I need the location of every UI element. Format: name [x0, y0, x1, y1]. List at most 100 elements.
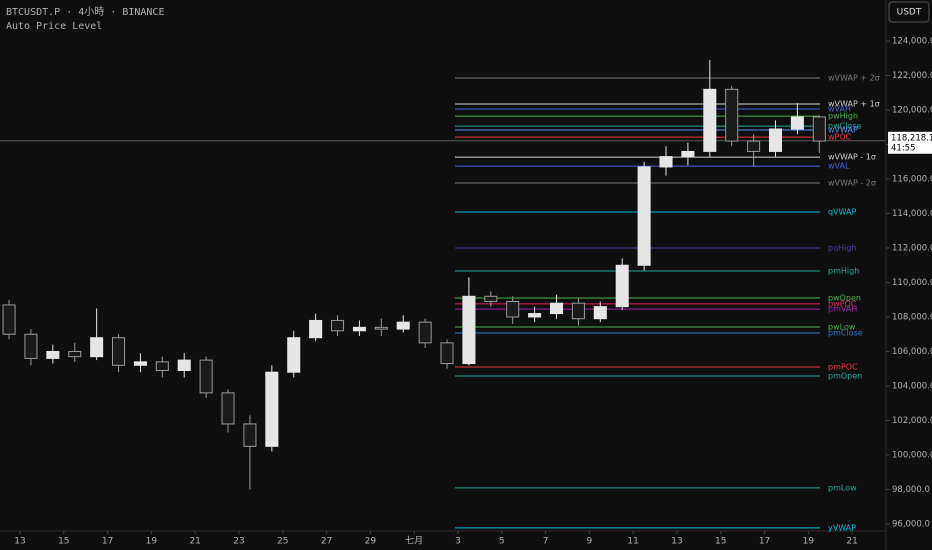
candle-body	[155, 361, 169, 371]
candle-body	[725, 88, 739, 142]
x-tick-label: 21	[189, 537, 200, 547]
candle-body	[528, 313, 542, 318]
level-label: wVWAP	[828, 126, 858, 135]
x-tick-label: 19	[146, 537, 158, 547]
candle-body	[90, 337, 104, 358]
candle-body	[396, 321, 410, 330]
x-tick-label: 17	[102, 537, 113, 547]
level-label: pmHigh	[828, 266, 859, 275]
y-tick-label: 106,000.0	[892, 347, 932, 357]
y-tick-label: 104,000.0	[892, 381, 932, 391]
candle-body	[462, 295, 476, 365]
currency-label[interactable]: USDT	[897, 8, 922, 18]
last-price-label: 118,218.1	[891, 133, 932, 143]
candle-body	[549, 302, 564, 315]
x-tick-label: 15	[715, 537, 726, 547]
candle-body	[265, 371, 279, 447]
level-label: pmLow	[828, 483, 857, 492]
candle-body	[309, 319, 323, 339]
level-label: pwClose	[828, 122, 861, 131]
x-tick-label: 21	[846, 537, 857, 547]
x-tick-label: 7	[543, 537, 549, 547]
candle-body	[506, 300, 520, 318]
chart-subtitle: Auto Price Level	[6, 21, 102, 32]
level-label: wVWAP + 2σ	[828, 74, 880, 83]
x-tick-label: 19	[803, 537, 815, 547]
chart-title: BTCUSDT.P · 4小時 · BINANCE	[6, 6, 164, 18]
candle-body	[24, 333, 38, 359]
y-tick-label: 116,000.0	[892, 175, 932, 185]
candle-body	[133, 361, 147, 366]
candle-body	[287, 337, 301, 373]
level-label: pmPOC	[828, 363, 858, 372]
candle-body	[790, 116, 804, 130]
x-tick-label: 25	[277, 537, 288, 547]
candle-body	[484, 295, 498, 302]
y-tick-label: 100,000.0	[892, 450, 932, 460]
y-tick-label: 102,000.0	[892, 416, 932, 426]
y-tick-label: 120,000.0	[892, 106, 932, 116]
level-label: wPOC	[828, 133, 852, 142]
level-label: wVWAP + 1σ	[828, 99, 880, 108]
candle-body	[681, 150, 695, 158]
level-label: pwLow	[828, 323, 856, 332]
candle-body	[331, 319, 345, 332]
currency-button[interactable]	[888, 1, 930, 23]
candle-body	[418, 321, 432, 344]
y-tick-label: 110,000.0	[892, 278, 932, 288]
level-label: wVWAP - 2σ	[828, 178, 876, 187]
level-label: yVWAP	[828, 523, 856, 532]
x-tick-label: 17	[759, 537, 770, 547]
candle-body	[243, 423, 257, 447]
level-label: pqHigh	[828, 244, 857, 253]
candle-body	[703, 88, 717, 152]
x-tick-label: 七月	[405, 536, 423, 547]
x-tick-label: 29	[365, 537, 377, 547]
x-tick-label: 5	[499, 537, 505, 547]
level-label: pmOpen	[828, 371, 862, 380]
y-tick-label: 98,000.0	[892, 485, 930, 495]
candle-body	[177, 359, 191, 371]
y-tick-label: 112,000.0	[892, 244, 932, 254]
level-label: wVWAP - 1σ	[828, 153, 876, 162]
y-tick-label: 108,000.0	[892, 312, 932, 322]
candle-body	[571, 302, 585, 320]
level-label: pmVAH	[828, 305, 857, 314]
level-label: pwHigh	[828, 112, 858, 121]
candle-body	[68, 350, 82, 358]
level-label: wVAL	[828, 162, 850, 171]
countdown-label: 41:55	[891, 143, 916, 153]
candle-body	[593, 306, 607, 320]
candle-body	[615, 264, 629, 308]
candle-body	[221, 392, 235, 425]
x-tick-label: 23	[233, 537, 244, 547]
x-tick-label: 9	[586, 537, 592, 547]
candle-body	[659, 156, 673, 168]
candle-body	[440, 342, 454, 365]
candle-body	[46, 350, 60, 359]
level-label: pwPOC	[828, 299, 857, 308]
candle-body	[637, 166, 651, 266]
x-tick-label: 13	[14, 537, 25, 547]
y-tick-label: 96,000.0	[892, 519, 930, 529]
level-label: wVAH	[828, 105, 851, 114]
candle-body	[747, 140, 761, 152]
x-tick-label: 13	[671, 537, 682, 547]
x-tick-label: 3	[455, 537, 461, 547]
candle-body	[768, 128, 783, 152]
level-label: pwOpen	[828, 294, 861, 303]
last-price-tag	[888, 131, 932, 154]
level-label: pmClose	[828, 329, 863, 338]
y-tick-label: 122,000.0	[892, 71, 932, 81]
candle-body	[199, 359, 213, 394]
candle-body	[112, 337, 126, 366]
y-tick-label: 124,000.0	[892, 37, 932, 47]
level-label: qVWAP	[828, 207, 856, 216]
candle-body	[374, 326, 388, 330]
y-tick-label: 114,000.0	[892, 209, 932, 219]
x-tick-label: 11	[627, 537, 638, 547]
x-tick-label: 27	[321, 537, 332, 547]
candle-body	[352, 326, 366, 332]
